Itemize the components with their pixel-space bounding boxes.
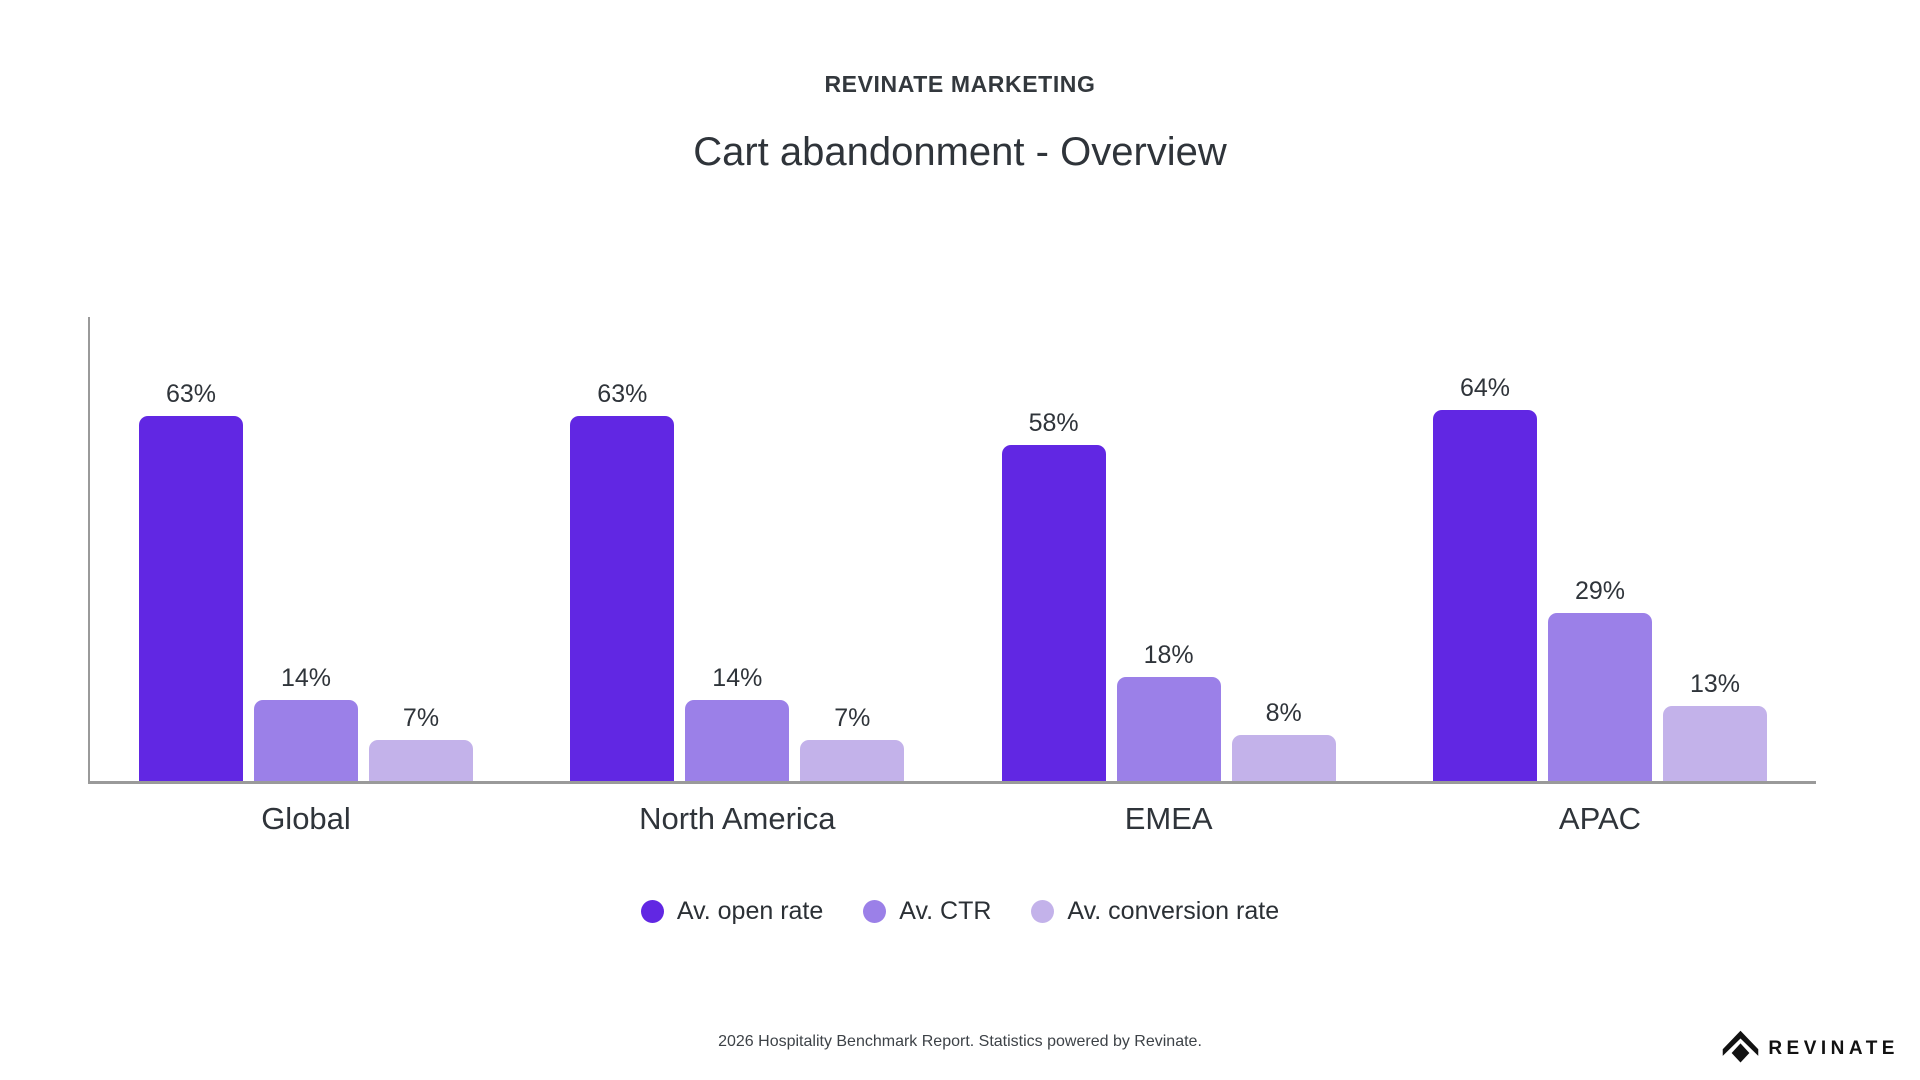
y-axis-line: [88, 317, 90, 784]
bar-group-global: 63% 14% 7% Global: [139, 317, 473, 836]
bar-group-apac: 64% 29% 13% APAC: [1432, 317, 1767, 836]
bar-column-av-conversion-rate-global: 7%: [369, 317, 473, 781]
bar-column-av-ctr-apac: 29%: [1547, 317, 1652, 781]
bar-av-ctr-global: [254, 700, 358, 781]
bar-column-av-ctr-north-america: 14%: [685, 317, 790, 781]
bar-chart: 63% 14% 7% Global 63% 14% 7% North America 58% 18…: [90, 317, 1816, 836]
legend-dot-icon: [1031, 900, 1055, 923]
bar-column-av-conversion-rate-north-america: 7%: [800, 317, 905, 781]
bar-value-label: 63%: [165, 380, 217, 408]
bar-value-label: 63%: [597, 380, 648, 408]
bar-value-label: 14%: [712, 664, 763, 692]
report-eyebrow: REVINATE MARKETING: [824, 71, 1096, 97]
legend-label: Av. CTR: [899, 897, 992, 925]
category-label-apac: APAC: [1558, 801, 1642, 836]
revinate-logo-text: REVINATE: [1768, 1038, 1899, 1059]
bar-group-emea: 58% 18% 8% EMEA: [1001, 317, 1336, 836]
bar-value-label: 7%: [402, 704, 440, 732]
bar-value-label: 7%: [834, 704, 871, 732]
x-axis-line: [88, 781, 1816, 784]
bar-column-av-conversion-rate-emea: 8%: [1231, 317, 1336, 781]
category-label-north-america: North America: [639, 801, 836, 836]
bar-value-label: 29%: [1574, 577, 1625, 605]
bar-column-av-open-rate-apac: 64%: [1432, 317, 1537, 781]
bar-value-label: 13%: [1689, 670, 1740, 698]
category-label-emea: EMEA: [1124, 801, 1213, 836]
legend-label: Av. open rate: [676, 897, 824, 925]
bar-av-conversion-rate-north-america: [800, 740, 905, 781]
bar-value-label: 58%: [1028, 409, 1079, 437]
legend-dot-icon: [640, 900, 664, 923]
bar-av-open-rate-apac: [1432, 410, 1537, 781]
legend-item-av-conversion-rate: Av. conversion rate: [1031, 897, 1279, 926]
bar-column-av-ctr-global: 14%: [254, 317, 358, 781]
footer-note: 2026 Hospitality Benchmark Report. Stati…: [718, 1033, 1202, 1050]
bar-column-av-conversion-rate-apac: 13%: [1662, 317, 1767, 781]
bar-column-av-open-rate-emea: 58%: [1001, 317, 1106, 781]
category-label-global: Global: [261, 801, 351, 836]
bar-av-conversion-rate-emea: [1231, 735, 1336, 781]
bar-av-ctr-north-america: [685, 700, 790, 781]
bar-av-conversion-rate-apac: [1662, 706, 1767, 781]
bar-group-north-america: 63% 14% 7% North America: [570, 317, 905, 836]
bar-column-av-ctr-emea: 18%: [1116, 317, 1221, 781]
revinate-logo-icon: [1722, 1029, 1759, 1068]
legend-dot-icon: [863, 900, 887, 923]
bar-value-label: 14%: [280, 664, 332, 692]
bar-av-open-rate-north-america: [570, 416, 675, 781]
bar-av-open-rate-emea: [1001, 445, 1106, 781]
legend-item-av-ctr: Av. CTR: [863, 897, 991, 926]
bar-value-label: 64%: [1459, 374, 1510, 402]
page-title: Cart abandonment - Overview: [693, 130, 1227, 174]
bar-value-label: 18%: [1143, 641, 1194, 669]
bar-av-ctr-emea: [1116, 677, 1221, 781]
bar-av-conversion-rate-global: [369, 740, 473, 781]
revinate-logo: REVINATE: [1722, 1029, 1899, 1068]
chart-legend: Av. open rate Av. CTR Av. conversion rate: [0, 897, 1920, 926]
bar-value-label: 8%: [1265, 699, 1302, 727]
bar-column-av-open-rate-north-america: 63%: [570, 317, 675, 781]
bar-av-open-rate-global: [139, 416, 243, 781]
bar-av-ctr-apac: [1547, 613, 1652, 781]
bar-column-av-open-rate-global: 63%: [139, 317, 243, 781]
legend-label: Av. conversion rate: [1067, 897, 1280, 925]
legend-item-av-open-rate: Av. open rate: [640, 897, 824, 926]
